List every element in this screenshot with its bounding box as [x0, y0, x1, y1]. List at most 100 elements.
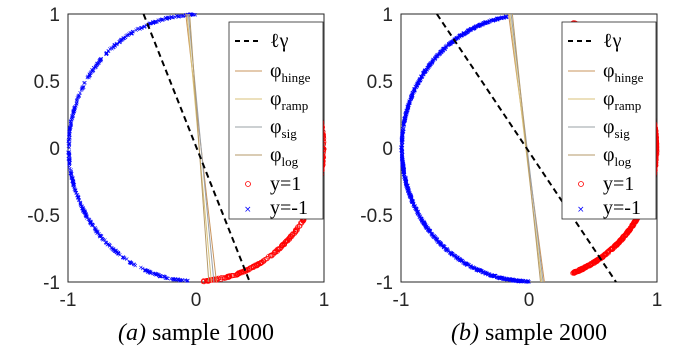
point-negative [439, 49, 444, 53]
point-negative [127, 32, 131, 36]
legend-log-base-a: φ [270, 144, 282, 166]
point-positive [583, 265, 589, 271]
point-negative [403, 182, 408, 186]
legend-label-sig-a: φsig [270, 116, 297, 141]
point-positive [612, 243, 618, 249]
point-negative [410, 93, 414, 97]
point-negative [478, 268, 482, 272]
legend-ramp-sub-a: ramp [282, 98, 309, 113]
point-negative [72, 187, 77, 192]
point-positive [278, 243, 284, 249]
point-negative [413, 207, 418, 212]
point-positive [251, 264, 257, 270]
point-negative [423, 68, 427, 73]
legend-ramp-base-a: φ [270, 88, 282, 110]
point-negative [77, 94, 81, 98]
legend-label-log-a: φlog [270, 144, 299, 169]
point-positive [262, 256, 268, 262]
point-negative [400, 129, 404, 134]
point-negative [446, 248, 450, 253]
point-negative [124, 257, 129, 261]
point-negative [427, 228, 432, 233]
point-negative [129, 31, 134, 35]
point-positive [233, 272, 239, 278]
point-negative [433, 234, 437, 239]
point-positive [630, 223, 636, 229]
point-negative [450, 40, 454, 44]
point-negative [419, 217, 424, 221]
point-positive [248, 265, 254, 271]
legend-hinge-base-b: φ [603, 60, 615, 82]
point-negative [483, 21, 487, 25]
point-negative [414, 207, 419, 211]
x-tick-label: 1 [319, 290, 330, 311]
point-negative [73, 106, 78, 110]
point-negative [452, 253, 456, 258]
point-positive [269, 252, 275, 258]
point-negative [468, 27, 472, 32]
point-negative [485, 20, 490, 25]
point-negative [68, 171, 73, 176]
point-negative [170, 15, 174, 20]
point-negative [156, 273, 161, 278]
point-negative [71, 110, 75, 114]
point-negative [411, 201, 416, 206]
point-negative [486, 20, 491, 25]
legend-sig-base-b: φ [603, 116, 615, 138]
point-positive [226, 273, 232, 279]
legend-sig-base-a: φ [270, 116, 282, 138]
point-negative [399, 138, 404, 142]
point-negative [66, 150, 71, 155]
legend-label-ramp-a: φramp [270, 88, 308, 113]
point-negative [446, 249, 451, 254]
point-negative [67, 162, 72, 167]
point-negative [100, 236, 105, 241]
point-negative [401, 160, 405, 165]
point-negative [402, 127, 406, 131]
point-positive [571, 270, 577, 276]
point-positive [240, 268, 246, 274]
point-negative [171, 15, 176, 20]
legend-sig-sub-b: sig [615, 126, 631, 141]
point-negative [66, 138, 71, 142]
point-negative [89, 220, 93, 224]
point-negative [143, 268, 147, 273]
point-negative [85, 216, 89, 220]
point-negative [112, 43, 117, 47]
legend-a: ℓγ φhinge φramp φsig φlog y=1 × y=-1 [228, 21, 324, 220]
point-negative [71, 111, 76, 116]
point-negative [423, 69, 427, 74]
point-positive [204, 277, 210, 283]
legend-label-sig-b: φsig [603, 116, 630, 141]
point-positive [293, 227, 299, 233]
point-negative [402, 165, 406, 169]
point-negative [99, 234, 103, 238]
point-negative [180, 278, 184, 282]
point-negative [140, 26, 144, 30]
point-negative [402, 119, 406, 124]
x-tick-label: 0 [191, 290, 202, 311]
point-negative [170, 276, 175, 281]
point-negative [116, 250, 121, 255]
point-negative [413, 88, 417, 92]
point-negative [525, 279, 530, 284]
point-negative [405, 106, 410, 111]
legend-log-base-b: φ [603, 144, 615, 166]
point-positive [608, 247, 614, 253]
y-tick-label: 1 [49, 5, 60, 26]
point-negative [504, 14, 508, 19]
point-negative [492, 273, 497, 278]
point-negative [408, 192, 412, 197]
point-negative [410, 198, 415, 203]
point-negative [480, 22, 484, 27]
caption-a-text: sample 1000 [152, 320, 274, 346]
point-negative [509, 278, 514, 282]
legend-label-pos-b: y=1 [603, 173, 634, 195]
point-negative [515, 279, 519, 283]
y-tick-label: 0 [382, 139, 393, 160]
point-negative [76, 198, 81, 202]
point-negative [404, 109, 409, 113]
point-negative [462, 31, 466, 35]
point-negative [400, 133, 405, 137]
